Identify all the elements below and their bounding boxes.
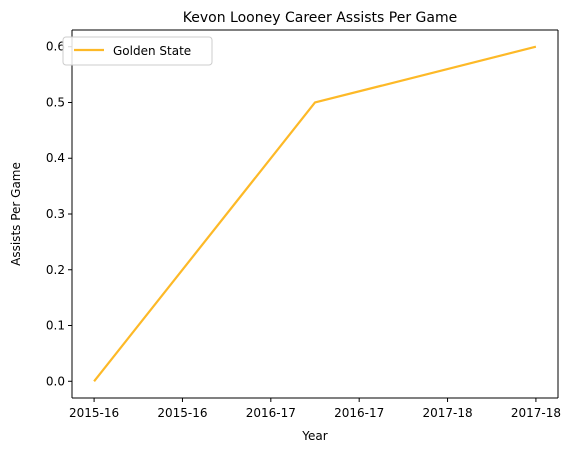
x-tick-label: 2015-16 — [157, 406, 207, 420]
x-tick-label: 2015-16 — [69, 406, 119, 420]
y-tick-label: 0.6 — [46, 40, 65, 54]
legend-box — [62, 36, 213, 66]
y-tick-label: 0.0 — [46, 374, 65, 388]
x-tick-label: 2016-17 — [246, 406, 296, 420]
x-axis-ticks: 2015-16 2015-16 2016-17 2016-17 2017-18 2017-… — [69, 398, 561, 420]
x-axis-label: Year — [301, 429, 327, 443]
axes-spines — [71, 29, 559, 399]
series-line-golden-state — [93, 45, 537, 382]
y-tick-label: 0.5 — [46, 95, 65, 109]
plot-area — [72, 30, 558, 398]
legend: Golden State — [62, 36, 213, 66]
y-axis-label: Assists Per Game — [9, 162, 23, 266]
y-tick-label: 0.3 — [46, 207, 65, 221]
y-tick-label: 0.1 — [46, 319, 65, 333]
y-tick-label: 0.2 — [46, 263, 65, 277]
legend-label: Golden State — [113, 44, 191, 58]
x-tick-label: 2016-17 — [334, 406, 384, 420]
y-axis-ticks: 0.0 0.1 0.2 0.3 0.4 0.5 0.6 — [46, 40, 72, 388]
x-tick-label: 2017-18 — [422, 406, 472, 420]
chart-title: Kevon Looney Career Assists Per Game — [183, 10, 457, 26]
y-tick-label: 0.4 — [46, 151, 65, 165]
series-layer — [93, 45, 537, 382]
x-tick-label: 2017-18 — [511, 406, 561, 420]
